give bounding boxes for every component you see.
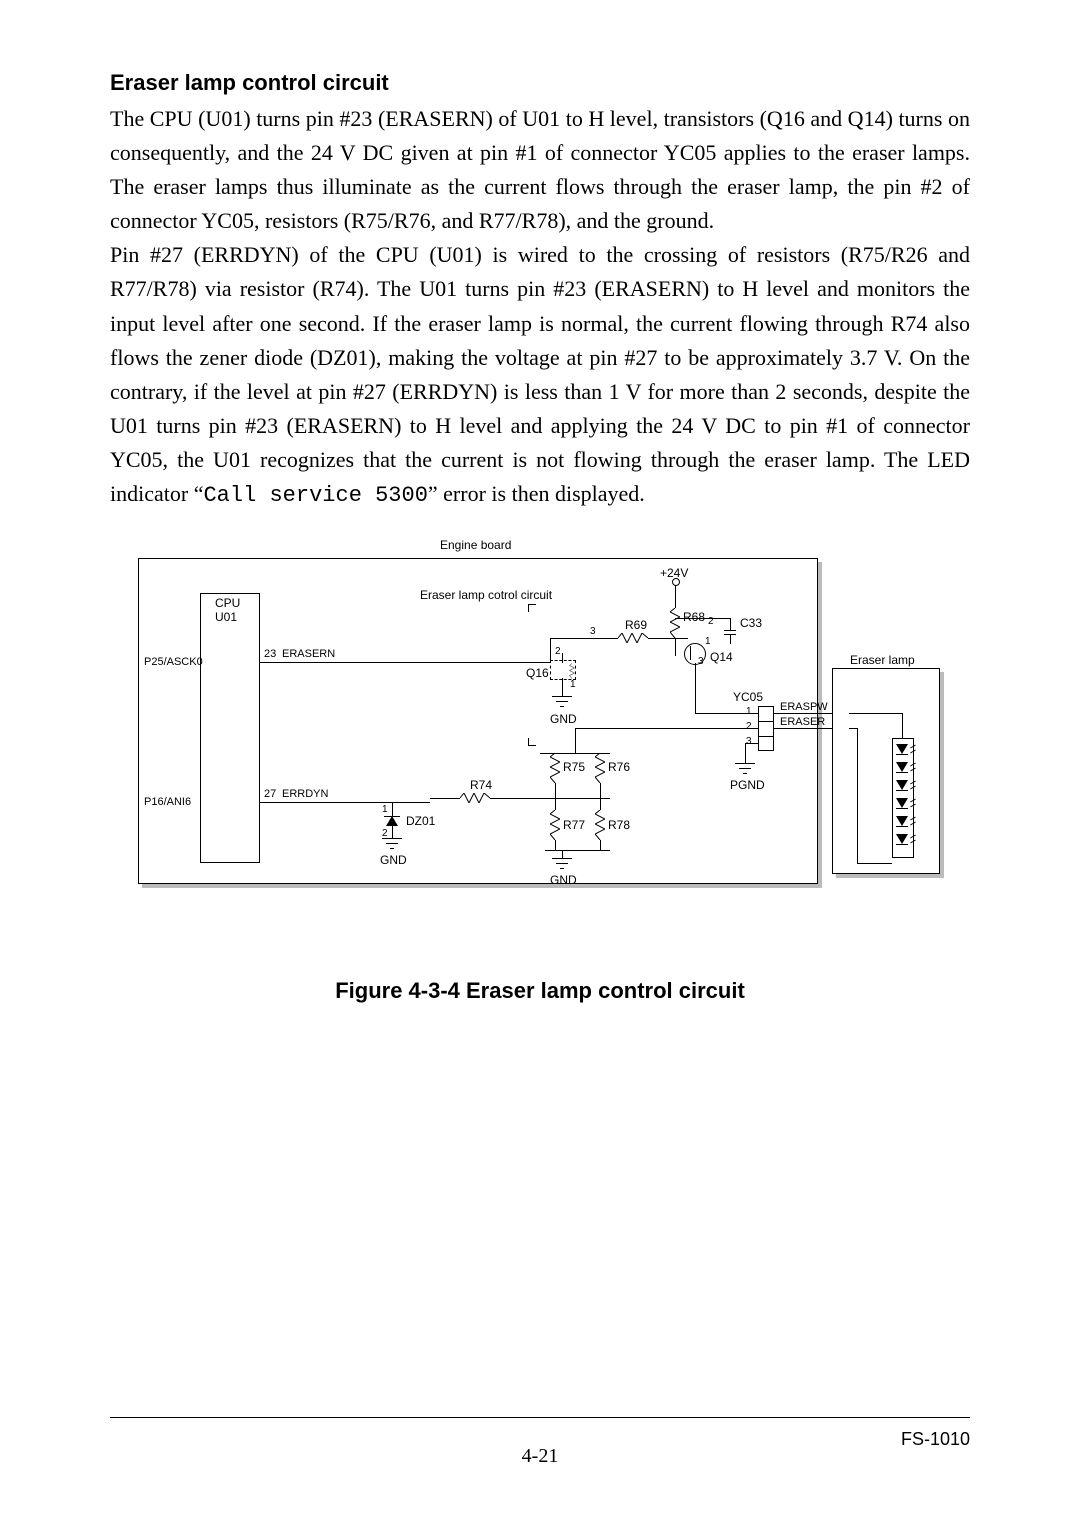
- lbl-gnd3: GND: [380, 853, 407, 867]
- yc05-conn: [758, 706, 774, 751]
- cpu-box: [200, 593, 260, 863]
- r78: [595, 810, 605, 840]
- paragraph-2: Pin #27 (ERRDYN) of the CPU (U01) is wir…: [110, 238, 970, 513]
- lbl-pgnd: PGND: [730, 778, 765, 792]
- lbl-p25: P25/ASCK0: [144, 656, 203, 668]
- lbl-q16: Q16: [526, 666, 549, 680]
- lbl-u01: U01: [215, 610, 237, 624]
- lbl-dz01: DZ01: [406, 814, 435, 828]
- lbl-eraser: ERASER: [780, 716, 825, 728]
- lbl-errdyn: ERRDYN: [282, 788, 328, 800]
- lbl-eraspw: ERASPW: [780, 701, 828, 713]
- lbl-p16: P16/ANI6: [144, 796, 191, 808]
- lbl-c33-1: 1: [705, 636, 711, 647]
- eraser-circuit-area: [470, 603, 805, 873]
- lbl-eraser-circuit: Eraser lamp cotrol circuit: [420, 588, 552, 602]
- pgnd: [735, 763, 755, 777]
- lbl-c33-2: 2: [708, 616, 714, 627]
- lbl-c33: C33: [740, 616, 762, 630]
- footer-page-number: 4-21: [0, 1445, 1080, 1468]
- r75: [550, 753, 560, 783]
- lbl-gnd1: GND: [550, 712, 577, 726]
- lbl-r68: R68: [683, 610, 705, 624]
- lbl-q14: Q14: [710, 650, 733, 664]
- lbl-cpu: CPU: [215, 596, 240, 610]
- figure-caption: Figure 4-3-4 Eraser lamp control circuit: [110, 978, 970, 1004]
- para2-mono: Call service 5300: [203, 483, 427, 508]
- eraser-lamp-box: [832, 668, 940, 874]
- lbl-gnd2: GND: [550, 873, 577, 887]
- lbl-engine-board: Engine board: [440, 538, 511, 552]
- lbl-r75: R75: [563, 760, 585, 774]
- gnd-q16: [552, 696, 572, 710]
- para2-part-b: ” error is then displayed.: [428, 481, 645, 506]
- section-heading: Eraser lamp control circuit: [110, 70, 970, 96]
- para2-part-a: Pin #27 (ERRDYN) of the CPU (U01) is wir…: [110, 242, 970, 506]
- gnd-dz: [382, 838, 402, 852]
- lbl-r69: R69: [625, 618, 647, 632]
- r77: [550, 810, 560, 840]
- lbl-r77: R77: [563, 818, 585, 832]
- lbl-pin23: 23: [264, 648, 276, 660]
- r74: [460, 793, 490, 803]
- r68: [670, 608, 680, 638]
- figure-diagram: Engine board CPU U01 P25/ASCK0 P16/ANI6 …: [130, 538, 950, 918]
- paragraph-1: The CPU (U01) turns pin #23 (ERASERN) of…: [110, 102, 970, 238]
- dz01-triangle: [386, 816, 398, 826]
- lbl-pin27: 27: [264, 788, 276, 800]
- r76: [595, 753, 605, 783]
- lbl-yc05: YC05: [733, 690, 763, 704]
- lbl-yc05-3: 3: [746, 736, 752, 747]
- lbl-yc05-2: 2: [746, 721, 752, 732]
- lbl-r78: R78: [608, 818, 630, 832]
- gnd-r: [552, 858, 572, 872]
- led-column: [896, 744, 920, 852]
- r69: [618, 633, 648, 643]
- lbl-erasern: ERASERN: [282, 648, 335, 660]
- lbl-r76: R76: [608, 760, 630, 774]
- lbl-eraser-lamp: Eraser lamp: [850, 653, 915, 667]
- lbl-yc05-1: 1: [746, 706, 752, 717]
- lbl-r74: R74: [470, 778, 492, 792]
- footer-rule: [110, 1417, 970, 1418]
